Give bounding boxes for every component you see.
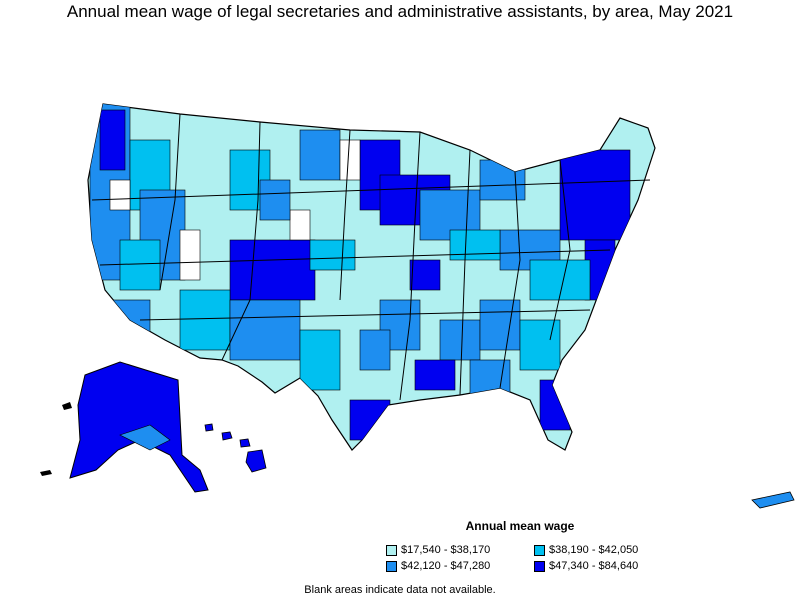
map-region xyxy=(109,179,131,211)
legend-label: $47,340 - $84,640 xyxy=(549,560,639,572)
legend-item: $47,340 - $84,640 xyxy=(534,560,638,572)
legend-swatch xyxy=(534,544,545,556)
legend-swatch xyxy=(386,560,397,572)
legend-swatch xyxy=(386,544,397,556)
map-title: Annual mean wage of legal secretaries an… xyxy=(66,2,734,21)
hawaii xyxy=(204,423,267,473)
legend-label: $38,190 - $42,050 xyxy=(549,544,639,556)
map-region xyxy=(349,399,391,441)
availability-note: Blank areas indicate data not available. xyxy=(304,584,496,596)
map-region xyxy=(519,319,561,371)
map-region xyxy=(229,299,301,361)
map-region xyxy=(229,239,316,301)
map-region xyxy=(559,149,631,241)
map-region xyxy=(179,229,201,281)
legend-item: $38,190 - $42,050 xyxy=(534,544,638,556)
map-region xyxy=(309,239,356,271)
state-borders xyxy=(91,113,651,401)
map-region xyxy=(299,129,341,181)
map-region xyxy=(539,379,571,431)
map-region xyxy=(439,319,481,361)
map-region xyxy=(289,209,311,241)
legend-item: $17,540 - $38,170 xyxy=(386,544,490,556)
map-region xyxy=(119,239,161,291)
map-region xyxy=(259,179,291,221)
map-region xyxy=(359,329,391,371)
map-region xyxy=(414,359,456,391)
legend-label: $17,540 - $38,170 xyxy=(401,544,491,556)
map-region xyxy=(339,139,361,181)
map-region xyxy=(449,229,501,261)
map-region xyxy=(479,159,526,201)
map-region xyxy=(99,109,126,171)
legend-title: Annual mean wage xyxy=(465,519,575,533)
map-region xyxy=(469,359,511,401)
puerto-rico xyxy=(751,491,795,509)
legend-label: $42,120 - $47,280 xyxy=(401,560,491,572)
map-region xyxy=(179,289,231,351)
legend-swatch xyxy=(534,560,545,572)
map-region xyxy=(479,299,521,351)
map-region xyxy=(299,329,341,391)
legend-item: $42,120 - $47,280 xyxy=(386,560,490,572)
map-region xyxy=(409,259,441,291)
alaska xyxy=(40,361,209,493)
